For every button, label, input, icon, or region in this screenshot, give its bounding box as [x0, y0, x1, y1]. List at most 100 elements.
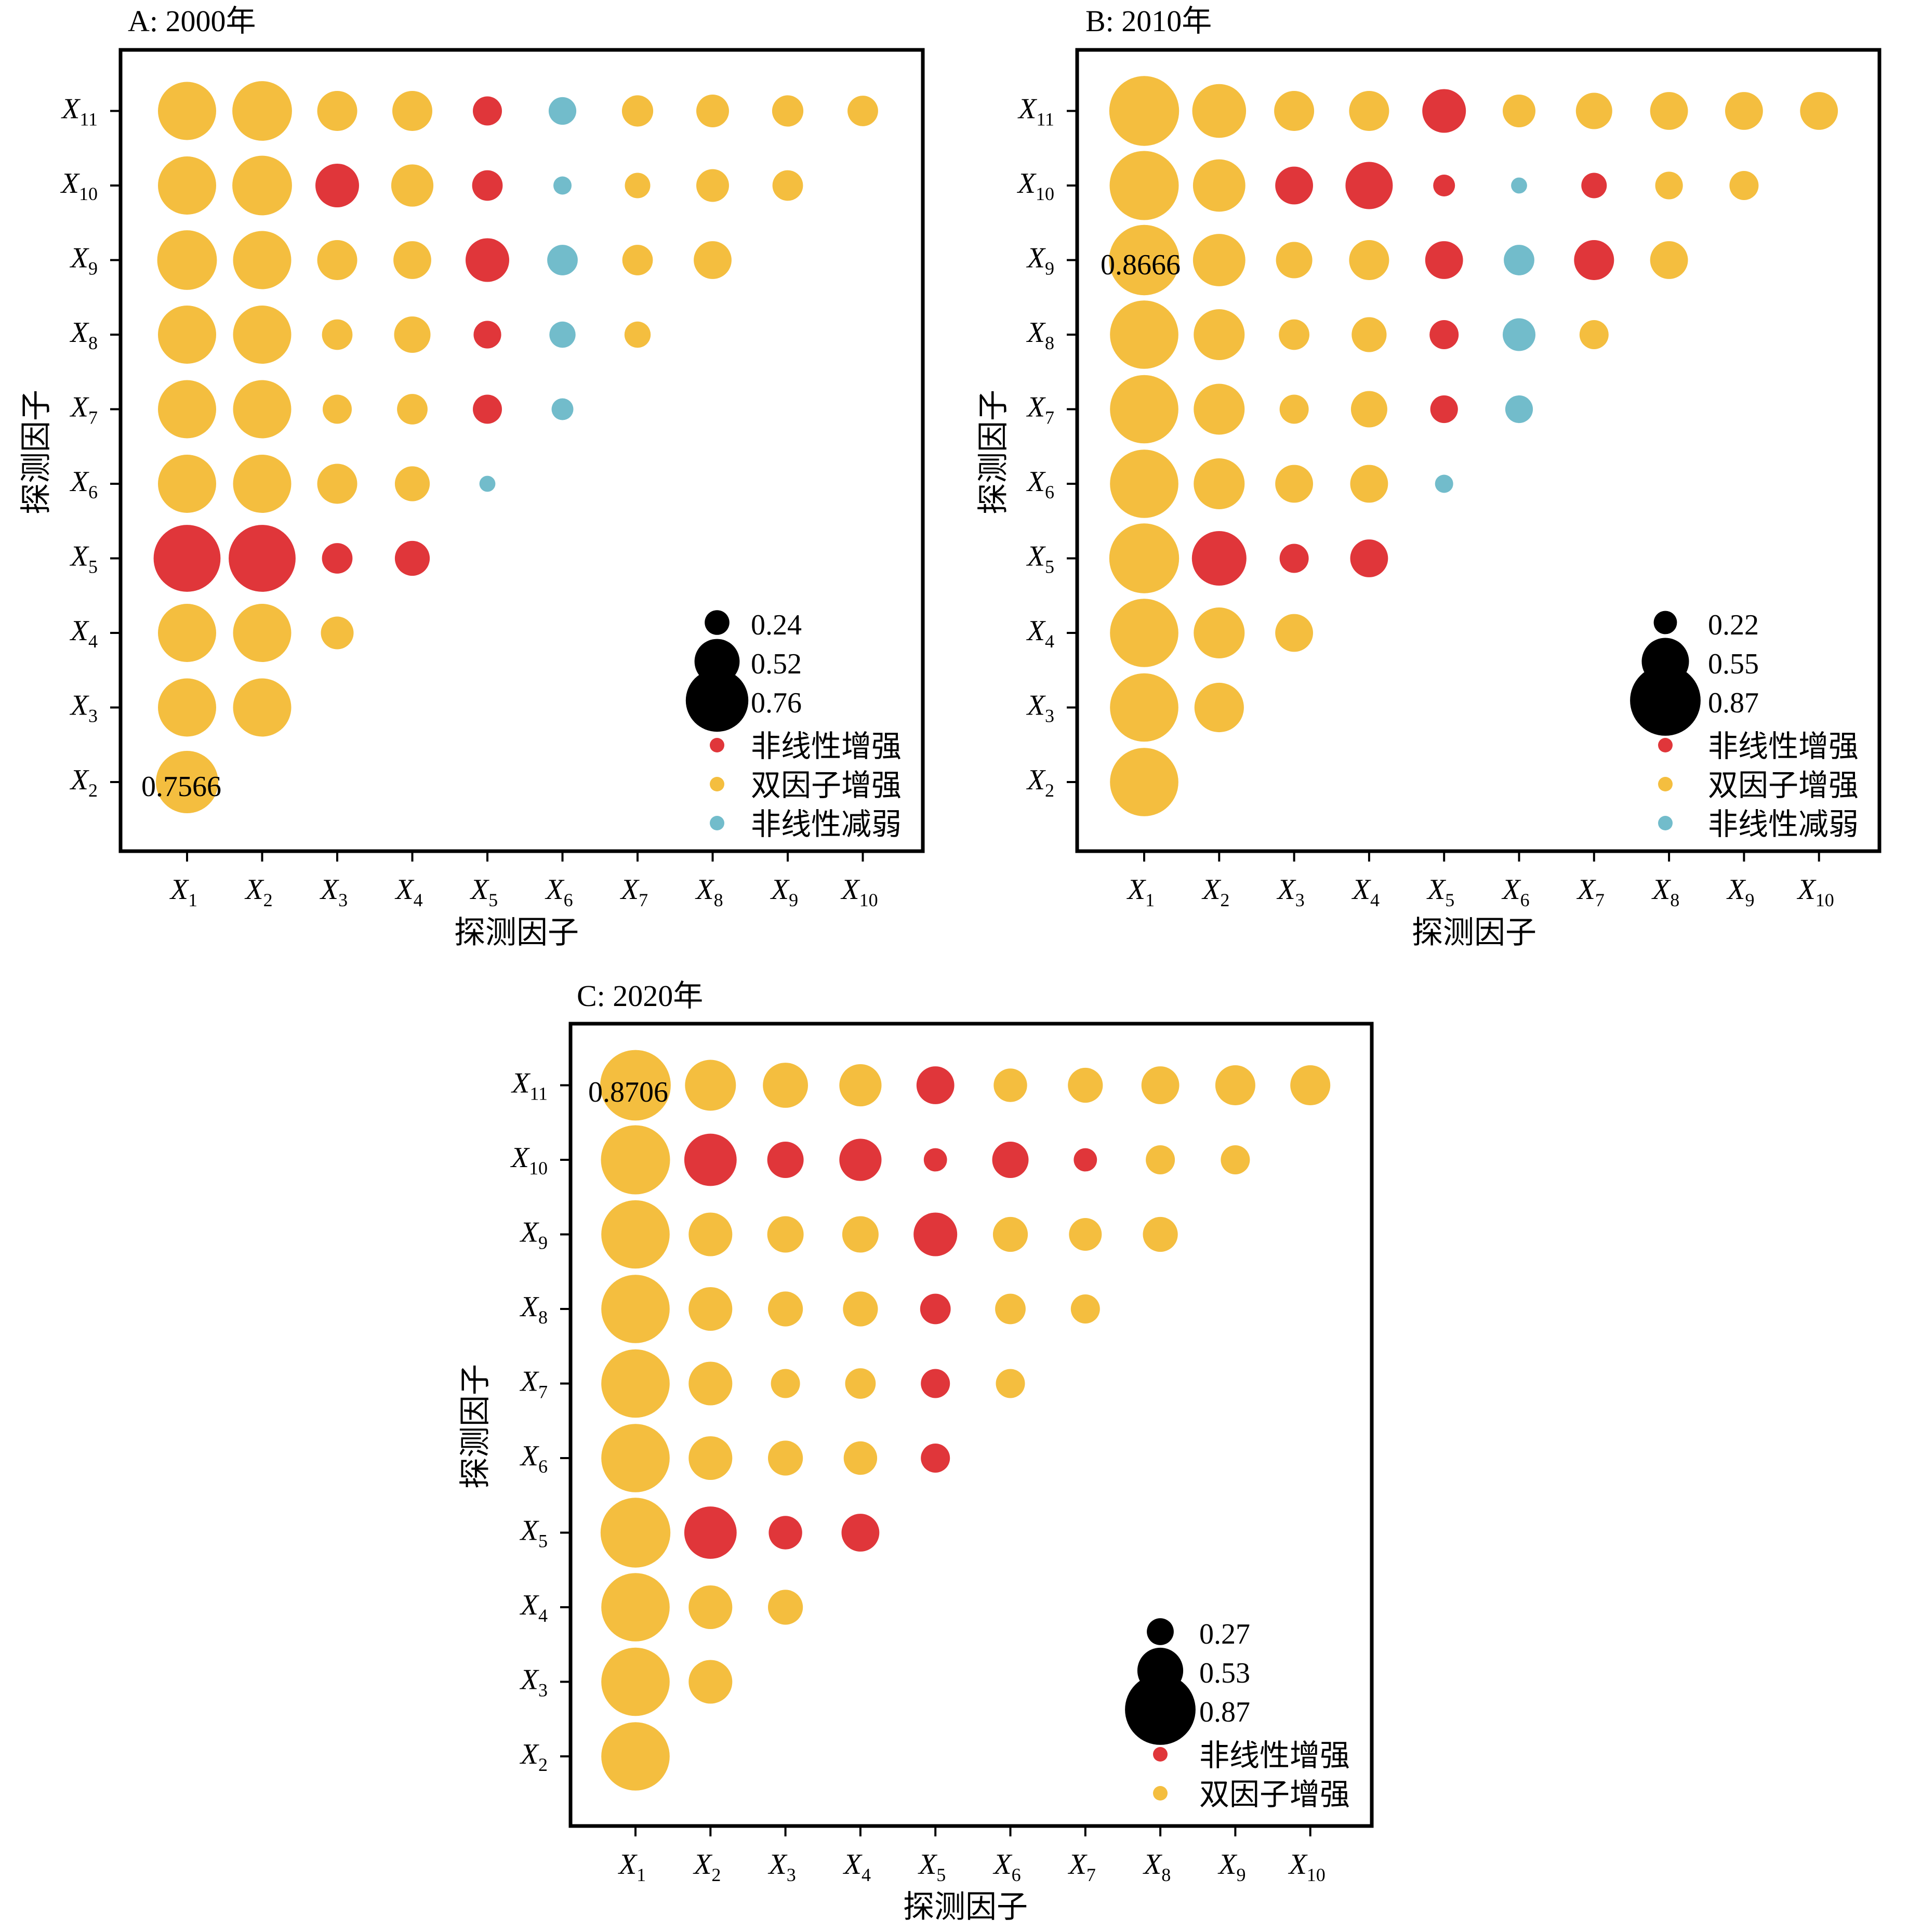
point-X3-X7 [771, 1369, 800, 1398]
point-X1-X11 [1109, 76, 1180, 146]
point-X1-X6 [601, 1424, 670, 1492]
point-X4-X7 [397, 394, 428, 425]
point-X7-X8 [1579, 320, 1609, 349]
point-X3-X9 [1276, 242, 1313, 279]
point-X1-X8 [158, 306, 216, 364]
x-tick-label-X9: X9 [1217, 1848, 1246, 1885]
x-tick-label-X8: X8 [695, 874, 723, 910]
panel-a-points [153, 81, 878, 813]
point-X4-X5 [1350, 539, 1388, 577]
panel-b-type-legend-label-2: 双因子增强 [1708, 769, 1859, 802]
y-tick-label-X9: X9 [1026, 242, 1054, 279]
x-tick-label-X6: X6 [545, 874, 573, 910]
point-X2-X4 [688, 1585, 733, 1629]
point-X4-X9 [393, 241, 431, 279]
point-X2-X3 [688, 1660, 733, 1704]
panel-b-type-legend-label-3: 非线性减弱 [1708, 808, 1859, 841]
point-X1-X11 [600, 1050, 671, 1121]
point-X5-X9 [466, 238, 509, 282]
y-tick-label-X2: X2 [70, 764, 98, 801]
point-X6-X10 [553, 176, 572, 195]
x-tick-label-X5: X5 [470, 874, 498, 910]
point-X2-X10 [1192, 159, 1246, 212]
panel-c-type-legend-label-1: 非线性增强 [1199, 1739, 1350, 1772]
point-X2-X3 [233, 678, 292, 737]
y-tick-label-X11: X11 [61, 93, 98, 130]
y-tick-label-X10: X10 [1017, 167, 1054, 204]
panel-c-ticks: X1 X2 X3 X4 X5 X6 X7 X8 X9 X10 X2 X3 X4 X5 X6 X7 X8 X9 X10… [510, 1067, 1326, 1886]
point-X3-X4 [1275, 614, 1314, 652]
panel-a-xlabel: 探测因子 [454, 916, 579, 950]
y-tick-label-X7: X7 [520, 1366, 548, 1402]
point-X5-X11 [1422, 89, 1466, 133]
panel-c-size-legend-label-2: 0.53 [1199, 1657, 1250, 1689]
panel-c-size-legend-label-1: 0.27 [1199, 1618, 1250, 1650]
panel-a-type-legend-label-3: 非线性减弱 [751, 808, 902, 841]
point-X2-X6 [688, 1436, 733, 1480]
x-tick-label-X1: X1 [1127, 874, 1155, 910]
panel-b-legend: 0.22 0.55 0.87 非线性增强 双因子增强 非线性减弱 [1630, 609, 1859, 841]
point-X9-X10 [1221, 1145, 1250, 1174]
y-tick-label-X9: X9 [70, 242, 98, 279]
type-legend-marker-1 [1153, 1747, 1168, 1762]
point-X7-X11 [1068, 1067, 1103, 1103]
point-X1-X5 [153, 525, 221, 592]
x-tick-label-X8: X8 [1651, 874, 1679, 910]
point-X8-X10 [1146, 1145, 1175, 1174]
point-X1-X5 [600, 1498, 671, 1568]
size-legend-marker-3 [685, 669, 749, 732]
y-tick-label-X6: X6 [1026, 466, 1054, 502]
point-X1-X2 [601, 1722, 670, 1791]
point-X2-X6 [1194, 458, 1245, 509]
point-X3-X7 [1279, 394, 1309, 424]
x-tick-label-X5: X5 [918, 1848, 946, 1885]
y-tick-label-X8: X8 [520, 1291, 548, 1328]
y-tick-label-X2: X2 [1026, 764, 1054, 801]
size-legend-marker-3 [1630, 665, 1701, 736]
point-X9-X10 [1729, 171, 1759, 200]
point-X4-X6 [843, 1441, 878, 1475]
panel-a-ylabel: 探测因子 [19, 390, 54, 514]
x-tick-label-X10: X10 [1797, 874, 1834, 910]
point-X3-X8 [768, 1291, 803, 1327]
point-X10-X11 [847, 96, 878, 126]
point-X2-X3 [1194, 682, 1244, 733]
point-X4-X8 [394, 316, 431, 353]
point-X3-X9 [317, 240, 357, 280]
point-X2-X8 [688, 1287, 733, 1331]
x-tick-label-X7: X7 [1576, 874, 1605, 910]
point-X7-X8 [1070, 1294, 1100, 1324]
point-X8-X11 [1650, 92, 1688, 130]
point-X3-X5 [1279, 544, 1309, 573]
point-X10-X11 [1290, 1065, 1331, 1105]
point-X3-X4 [768, 1590, 803, 1625]
point-X8-X11 [1141, 1066, 1180, 1104]
point-X1-X9 [601, 1200, 670, 1269]
point-X2-X11 [232, 81, 292, 141]
point-X2-X7 [1194, 383, 1245, 435]
point-X4-X8 [1352, 317, 1387, 352]
point-X3-X11 [763, 1063, 808, 1108]
point-X3-X10 [767, 1142, 804, 1178]
point-X5-X10 [1433, 175, 1455, 196]
x-tick-label-X10: X10 [1288, 1848, 1326, 1885]
y-tick-label-X5: X5 [70, 540, 98, 577]
y-tick-label-X11: X11 [511, 1067, 548, 1104]
y-tick-label-X10: X10 [60, 167, 98, 204]
point-X3-X10 [1275, 166, 1314, 205]
point-X6-X10 [992, 1142, 1029, 1178]
panel-c: C: 2020年 X1 X2 X3 X4 X5 X6 X7 X8 X9 X10 X2 X3 X4 X5 X6… [458, 979, 1374, 1924]
panel-b-ticks: X1 X2 X3 X4 X5 X6 X7 X8 X9 X10 X2 X3 X4 X5 X6 X7 X8 X9 X10… [1017, 93, 1834, 911]
point-X4-X8 [843, 1291, 878, 1327]
panel-a-legend: 0.24 0.52 0.76 非线性增强 双因子增强 非线性减弱 [685, 609, 902, 841]
point-X6-X7 [1505, 395, 1533, 424]
point-X6-X8 [1503, 318, 1535, 351]
x-tick-label-X4: X4 [843, 1848, 871, 1885]
point-X2-X9 [1192, 234, 1246, 286]
point-X4-X7 [1350, 391, 1387, 428]
point-X5-X8 [473, 321, 501, 349]
point-X6-X9 [547, 245, 578, 275]
point-X2-X11 [685, 1060, 736, 1111]
x-tick-label-X3: X3 [320, 874, 348, 910]
